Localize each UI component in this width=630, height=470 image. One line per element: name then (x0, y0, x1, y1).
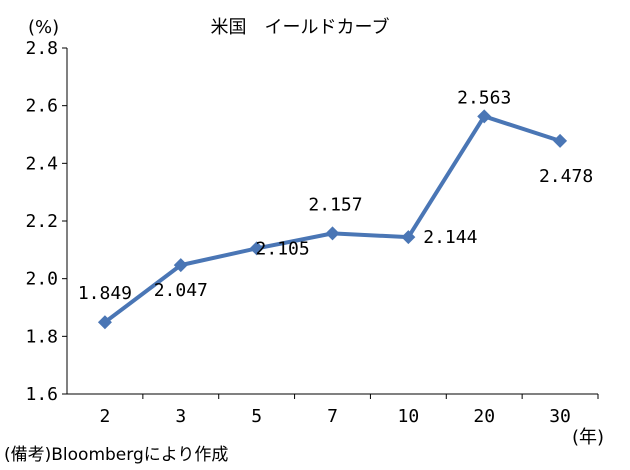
x-tick-label: 3 (175, 406, 186, 427)
y-tick-label: 1.8 (25, 326, 58, 347)
y-tick-label: 2.6 (25, 96, 58, 117)
x-tick-label: 2 (100, 406, 111, 427)
y-tick-label: 2.0 (25, 269, 58, 290)
x-axis-unit: (年) (572, 427, 604, 448)
y-tick-label: 2.4 (25, 153, 58, 174)
x-tick-labels: 2 3 5 7 10 20 30 (100, 394, 599, 427)
axes (66, 48, 598, 395)
data-label: 2.105 (256, 238, 310, 259)
series-line (97, 109, 568, 330)
chart-title: 米国 イールドカーブ (211, 16, 390, 38)
x-tick-label: 5 (251, 406, 262, 427)
data-labels: 1.849 2.047 2.105 2.157 2.144 2.563 2.478 (78, 87, 593, 304)
x-tick-label: 10 (398, 406, 420, 427)
x-tick-label: 7 (327, 406, 338, 427)
y-axis-unit: (%) (28, 17, 59, 38)
y-tick-label: 2.8 (25, 38, 58, 59)
data-point-marker (477, 109, 492, 124)
data-point-marker (173, 258, 188, 273)
data-label: 2.144 (423, 227, 477, 248)
x-tick-label: 30 (549, 406, 571, 427)
data-label: 1.849 (78, 283, 132, 304)
data-point-marker (553, 133, 568, 148)
data-label: 2.563 (457, 87, 511, 108)
data-label: 2.047 (154, 280, 208, 301)
y-tick-labels: 1.6 1.8 2.0 2.2 2.4 2.6 2.8 (25, 38, 67, 405)
y-tick-label: 2.2 (25, 211, 58, 232)
source-note: (備考)Bloombergにより作成 (4, 445, 228, 465)
data-label: 2.157 (308, 194, 362, 215)
data-label: 2.478 (539, 166, 593, 187)
data-point-marker (249, 241, 264, 256)
data-point-marker (325, 226, 340, 241)
y-tick-label: 1.6 (25, 384, 58, 405)
data-point-marker (401, 230, 416, 245)
data-point-marker (97, 315, 112, 330)
x-tick-label: 20 (473, 406, 495, 427)
